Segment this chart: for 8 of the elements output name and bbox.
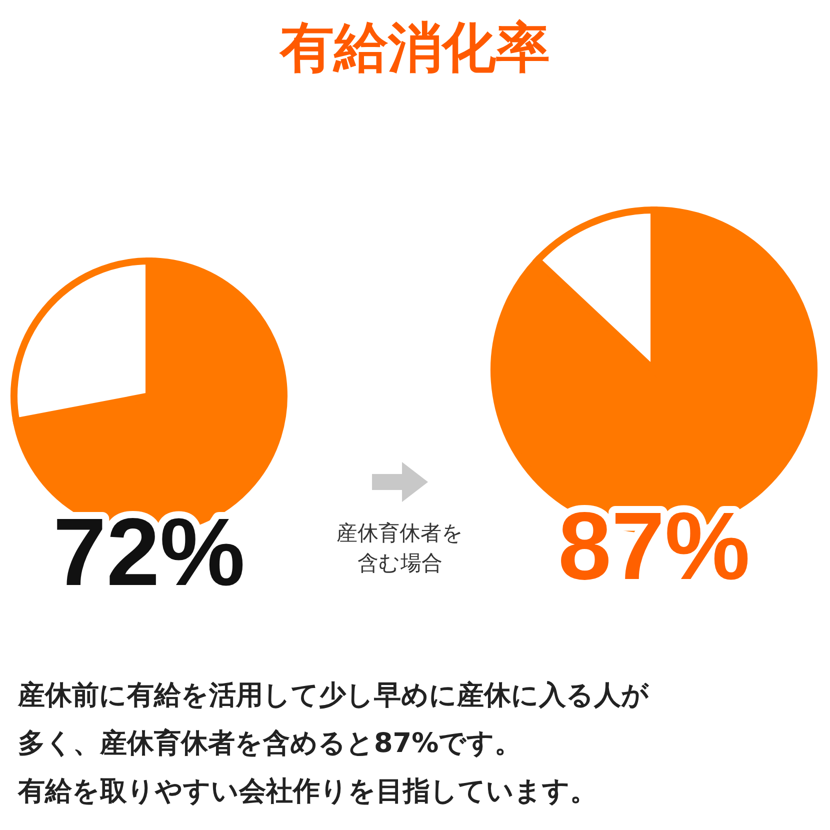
text: 有給消化率: [278, 15, 551, 81]
text: 多く、産休育休者を含めると87%です。: [18, 727, 523, 761]
text: 有給を取りやすい会社作りを目指しています。: [18, 775, 598, 809]
text: 含む場合: [358, 551, 442, 575]
text: 産休育休者を: [336, 521, 464, 545]
data-label: 72%: [52, 499, 246, 606]
text: 産休前に有給を活用して少し早めに産休に入る人が: [18, 679, 649, 713]
data-label: 87%: [558, 493, 750, 600]
